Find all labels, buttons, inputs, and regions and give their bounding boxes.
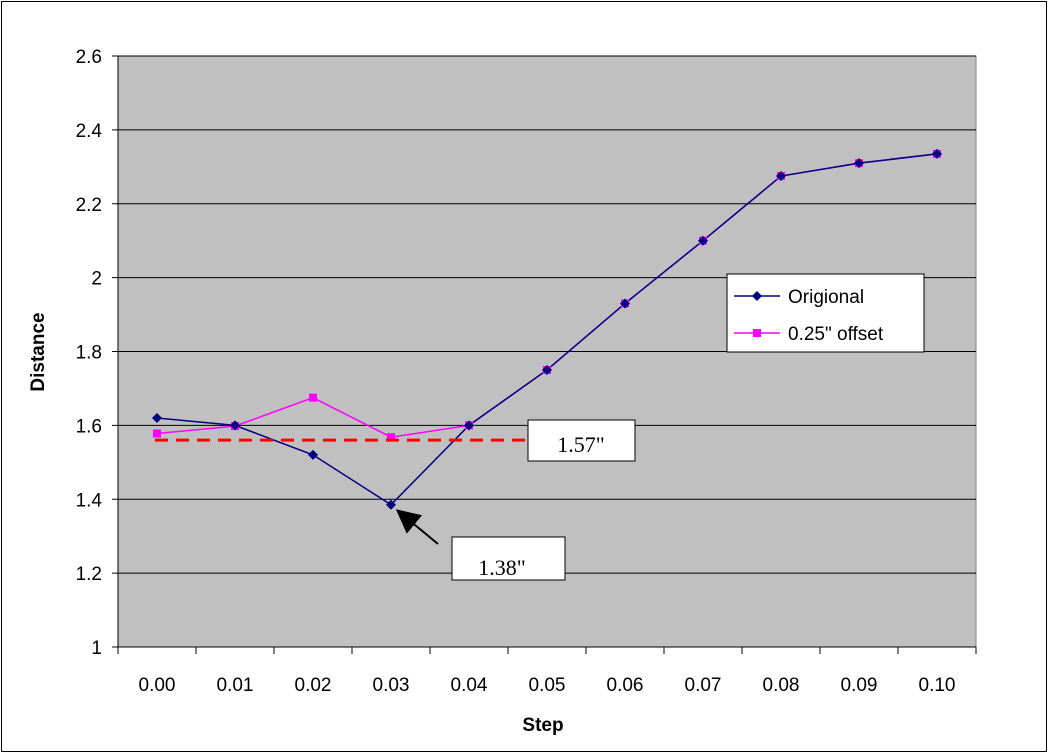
legend-swatch-marker xyxy=(752,291,762,301)
x-tick-label: 0.06 xyxy=(607,675,644,696)
y-axis-title: Distance xyxy=(28,312,49,391)
y-tick-label: 1.6 xyxy=(76,416,102,437)
data-point xyxy=(153,429,161,438)
x-tick-label: 0.02 xyxy=(295,675,332,696)
legend-swatch-marker xyxy=(753,329,761,337)
data-point xyxy=(230,420,240,431)
x-tick-label: 0.03 xyxy=(373,675,410,696)
data-point xyxy=(386,499,396,510)
reference-callout-label: 1.57" xyxy=(557,432,604,457)
x-tick-label: 0.10 xyxy=(919,675,956,696)
annotation-callout-box xyxy=(451,536,566,581)
x-tick-label: 0.07 xyxy=(685,675,722,696)
legend-entry-label: 0.25" offset xyxy=(788,324,884,345)
data-point xyxy=(698,235,708,246)
y-tick-label: 2.2 xyxy=(76,195,102,216)
data-point xyxy=(776,171,786,182)
data-point xyxy=(309,393,317,402)
data-point xyxy=(932,148,942,159)
data-point xyxy=(464,420,474,431)
data-point xyxy=(308,449,318,460)
x-tick-label: 0.00 xyxy=(139,675,176,696)
y-tick-label: 1.4 xyxy=(76,490,103,511)
annotation-arrow xyxy=(395,509,439,545)
data-point xyxy=(542,364,552,375)
x-tick-label: 0.04 xyxy=(451,675,488,696)
y-tick-label: 1.8 xyxy=(76,343,102,364)
y-tick-label: 1 xyxy=(91,638,102,659)
x-tick-label: 0.01 xyxy=(217,675,254,696)
x-axis-title: Step xyxy=(522,715,563,736)
y-tick-label: 2.4 xyxy=(76,121,103,142)
x-tick-label: 0.08 xyxy=(763,675,800,696)
data-point xyxy=(620,298,630,309)
data-point xyxy=(387,433,395,442)
annotation-callout-label: 1.38" xyxy=(478,555,525,580)
legend-box xyxy=(726,273,925,353)
legend-entry-label: Origional xyxy=(788,287,864,308)
x-tick-label: 0.05 xyxy=(529,675,566,696)
y-tick-label: 1.2 xyxy=(76,564,102,585)
data-point xyxy=(152,412,162,423)
x-tick-label: 0.09 xyxy=(841,675,878,696)
y-tick-label: 2 xyxy=(91,269,102,290)
reference-callout-box xyxy=(527,419,636,462)
y-tick-label: 2.6 xyxy=(76,47,102,68)
data-point xyxy=(854,158,864,169)
